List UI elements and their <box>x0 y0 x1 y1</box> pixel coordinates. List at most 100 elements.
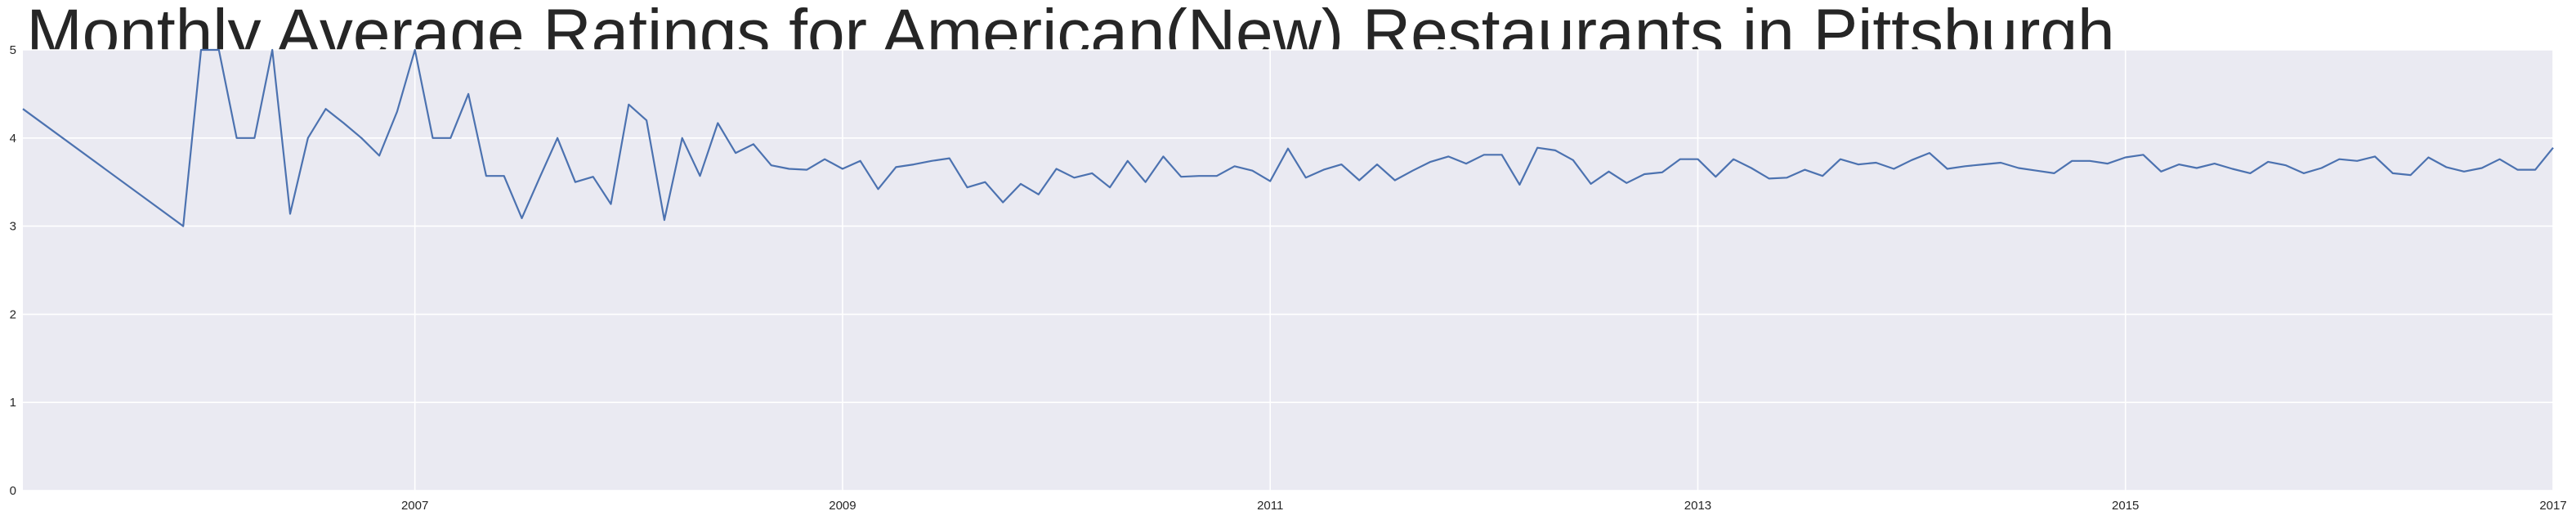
data-point <box>2070 159 2073 163</box>
data-point <box>2426 156 2430 159</box>
data-point <box>1554 149 1557 152</box>
data-point <box>342 122 346 125</box>
x-tick-label: 2011 <box>1257 499 1283 513</box>
series-line <box>22 48 2554 227</box>
data-point <box>1661 171 1664 174</box>
data-point <box>1875 161 1878 164</box>
data-point <box>1946 168 1949 171</box>
data-point <box>1981 163 1984 166</box>
data-point <box>1500 153 1504 156</box>
data-point <box>1233 164 1237 168</box>
data-point <box>378 154 381 157</box>
data-point <box>556 137 559 140</box>
data-point <box>859 159 862 163</box>
data-point <box>2373 155 2377 158</box>
data-point <box>2284 164 2288 167</box>
data-point <box>271 48 274 52</box>
data-point <box>503 174 506 177</box>
y-tick-label: 2 <box>10 307 16 321</box>
data-point <box>2320 167 2323 170</box>
data-point <box>288 213 292 216</box>
data-point <box>2213 162 2216 165</box>
data-point <box>1161 155 1165 158</box>
data-point <box>1037 193 1040 196</box>
data-point <box>752 142 755 146</box>
data-point <box>1322 168 1326 172</box>
data-point <box>1072 176 1076 179</box>
data-point <box>592 175 595 178</box>
data-point <box>2159 170 2162 173</box>
data-point <box>414 48 417 52</box>
data-point <box>1857 163 1860 166</box>
data-point <box>805 168 808 172</box>
data-point <box>2302 172 2305 175</box>
data-point <box>1447 155 1450 158</box>
data-point <box>181 225 185 228</box>
data-point <box>1821 174 1824 177</box>
data-point <box>1928 151 1931 155</box>
data-point <box>663 218 666 222</box>
data-point <box>1304 176 1308 179</box>
data-point <box>235 137 239 140</box>
data-point <box>2480 167 2484 170</box>
data-point <box>1483 153 1486 156</box>
data-point <box>2337 158 2341 161</box>
data-point <box>2266 160 2270 164</box>
data-point <box>1179 175 1183 178</box>
data-point <box>2106 162 2109 165</box>
data-point <box>2498 158 2502 161</box>
data-point <box>1786 176 1789 179</box>
data-point <box>983 181 986 184</box>
data-point <box>1803 168 1806 172</box>
data-point <box>217 48 221 52</box>
data-point <box>1268 180 1272 183</box>
data-point <box>1108 186 1111 189</box>
data-point <box>1126 159 1129 163</box>
x-tick-label: 2007 <box>401 499 428 513</box>
data-point <box>1144 181 1147 184</box>
y-tick-label: 3 <box>10 220 16 234</box>
data-point <box>1768 177 1771 180</box>
data-point <box>2551 146 2555 150</box>
data-point <box>574 181 577 184</box>
data-point <box>360 137 363 140</box>
data-point <box>1892 168 1895 171</box>
data-point <box>1750 167 1753 170</box>
data-point <box>645 119 648 122</box>
data-point <box>823 158 826 161</box>
data-point <box>1839 158 1842 161</box>
data-point <box>627 103 630 106</box>
data-point <box>788 168 791 171</box>
data-point <box>2231 168 2234 171</box>
data-point <box>1215 174 1219 177</box>
data-point <box>1679 158 1682 161</box>
x-tick-label: 2017 <box>2539 499 2566 513</box>
data-point <box>485 174 488 177</box>
data-point <box>734 151 737 155</box>
y-tick-label: 1 <box>10 396 16 410</box>
data-point <box>2124 156 2127 159</box>
y-tick-label: 5 <box>10 43 16 57</box>
data-point <box>432 137 435 140</box>
data-point <box>21 107 25 110</box>
data-point <box>1714 175 1717 178</box>
data-point <box>1536 146 1539 150</box>
data-point <box>2355 159 2359 163</box>
data-point <box>681 137 684 140</box>
data-point <box>1357 179 1361 182</box>
data-point <box>2177 163 2180 166</box>
data-point <box>1608 170 1611 173</box>
data-point <box>966 186 969 189</box>
data-point <box>1411 169 1415 173</box>
data-point <box>2088 159 2091 163</box>
data-point <box>1393 179 1397 182</box>
x-tick-label: 2009 <box>829 499 856 513</box>
data-point <box>2462 170 2466 173</box>
data-point <box>841 168 844 171</box>
data-point <box>1625 182 1628 185</box>
data-point <box>1429 160 1432 164</box>
data-point <box>894 165 897 168</box>
data-point <box>770 164 773 167</box>
tick-labels: 0 1 2 3 4 5 2007 2009 2011 2013 2015 2017 <box>10 43 2567 513</box>
